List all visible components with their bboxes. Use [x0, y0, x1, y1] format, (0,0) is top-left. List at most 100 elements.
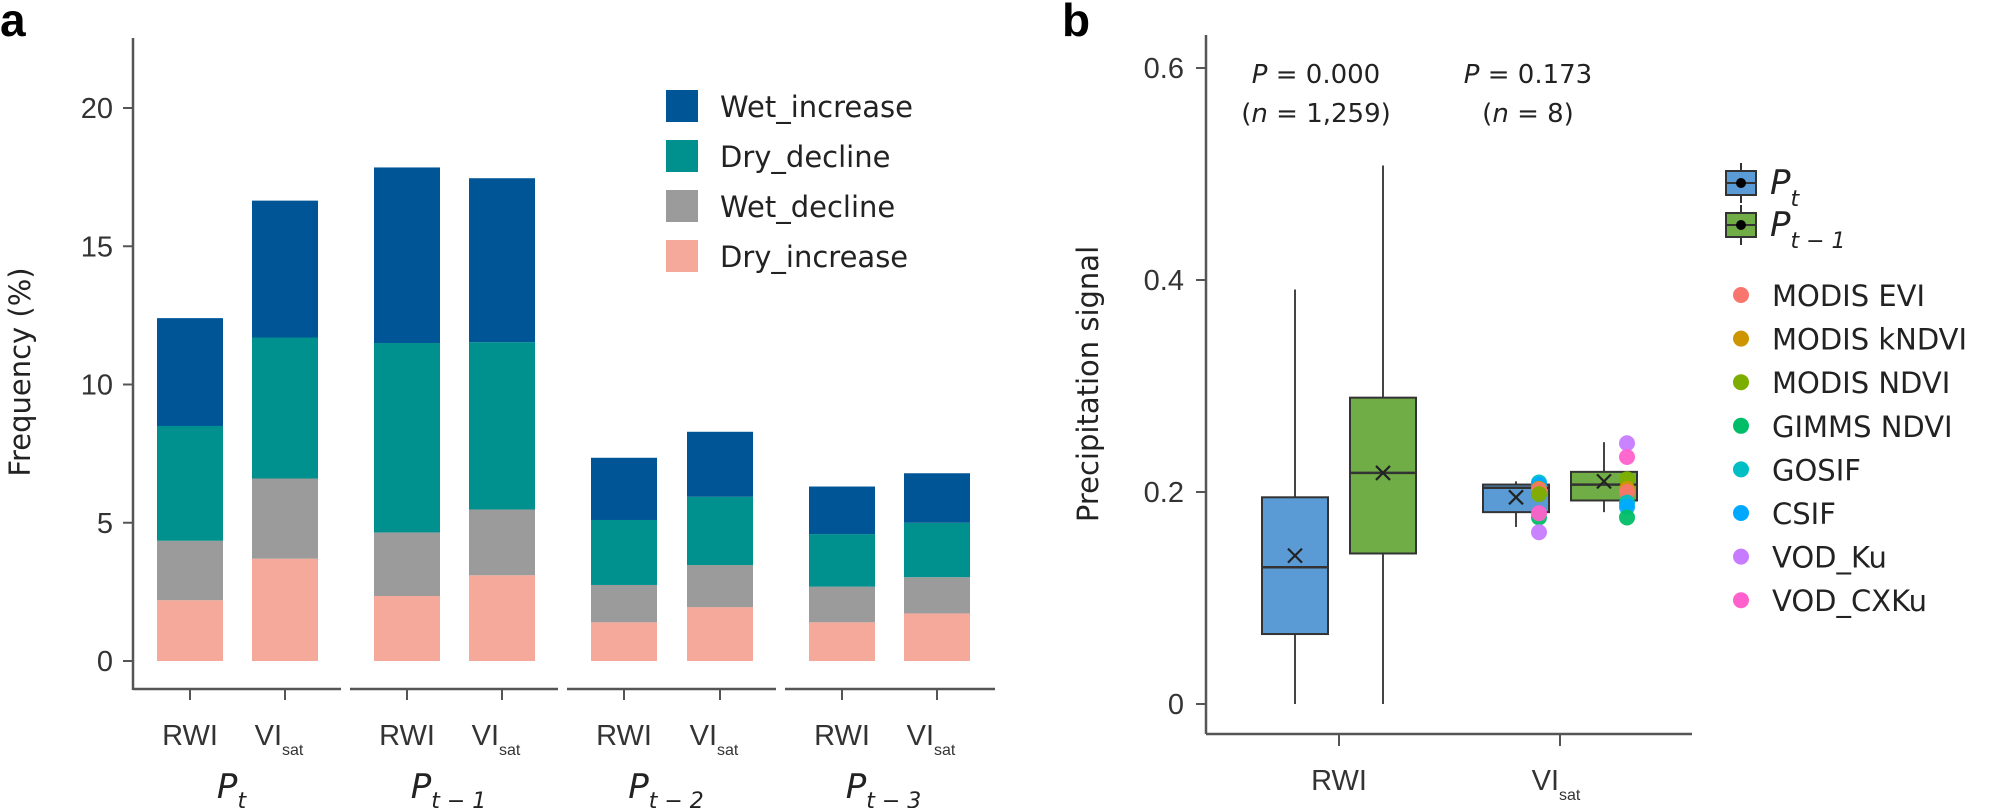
bar-segment-wet-increase [252, 200, 318, 338]
x-tick-label-rwi: RWI [814, 720, 870, 752]
bar-segment-dry-increase [374, 596, 440, 661]
bar-segment-dry-decline [809, 534, 875, 587]
group-label-p0: Pt [217, 767, 248, 808]
bar-segment-wet-decline [687, 565, 753, 608]
legend-label-modis-kndvi: MODIS kNDVI [1772, 323, 1967, 357]
y-axis-title: Precipitation signal [1071, 246, 1105, 522]
group-label-p0-main: P [217, 767, 238, 807]
legend-dot-modis-ndvi [1733, 374, 1749, 391]
bar-segment-dry-increase [157, 600, 223, 661]
x-tick-label-visat-sub: sat [1559, 787, 1581, 804]
panel-label-a: a [0, 0, 26, 46]
legend-dot-vod-cxku [1733, 592, 1749, 609]
bar-segment-dry-decline [687, 496, 753, 566]
y-tick-label-0: 0 [97, 646, 113, 678]
legend-label-vod-cxku: VOD_CXKu [1772, 584, 1927, 618]
panel-b-box-plot: 0 0.2 0.4 0.6 Precipitation signal RWI VIsat P … [1071, 35, 1967, 804]
paren-open: ( [1241, 99, 1251, 129]
box-pt-1-rwi-mean-marker [1375, 465, 1391, 481]
x-tick-label-visat: VIsat [690, 720, 739, 759]
bar-segment-wet-increase [809, 486, 875, 535]
p-value: = 0.173 [1479, 60, 1592, 90]
legend-label-modis-evi: MODIS EVI [1772, 279, 1925, 313]
x-tick-label-visat-main: VI [690, 720, 717, 752]
group-label-p3-main: P [846, 767, 867, 807]
n-value: = 8) [1509, 99, 1574, 129]
box-pt-1-rwi [1349, 396, 1417, 555]
n-symbol: n [1251, 99, 1267, 129]
p-value-annotation: P = 0.000 [1252, 60, 1380, 90]
x-tick-label-visat: VIsat [472, 720, 521, 759]
panel-label-b: b [1062, 0, 1090, 46]
x-tick-label-rwi: RWI [596, 720, 652, 752]
box-pt-rwi [1261, 496, 1329, 636]
legend-swatch-wet-increase [666, 90, 698, 122]
group-label-p1: Pt − 1 [411, 767, 487, 808]
point-vod-ku [1619, 435, 1635, 452]
legend-dot-modis-evi [1733, 287, 1749, 303]
legend-box-label-pt: Pt [1770, 163, 1801, 212]
bar-segment-wet-decline [252, 478, 318, 559]
y-tick-label-15: 15 [81, 231, 113, 263]
x-tick-label-visat-main: VI [472, 720, 499, 752]
point-modis-ndvi [1531, 486, 1547, 503]
x-tick-label-rwi: RWI [379, 720, 435, 752]
bar-segment-dry-decline [591, 519, 657, 585]
bar-segment-dry-increase [904, 613, 970, 661]
x-tick-label-visat: VIsat [1532, 765, 1581, 804]
bar-segment-dry-decline [469, 342, 535, 510]
n-annotation: (n = 8) [1482, 99, 1574, 129]
legend-label-wet-increase: Wet_increase [720, 90, 913, 124]
bar-segment-dry-increase [809, 622, 875, 661]
x-tick-label-visat-sub: sat [282, 742, 304, 759]
bar-segment-wet-increase [591, 457, 657, 520]
bar-segment-dry-decline [374, 343, 440, 533]
bar-segment-wet-increase [157, 318, 223, 426]
group-label-p3: Pt − 3 [846, 767, 922, 808]
bar-segment-dry-decline [904, 522, 970, 578]
bar-segment-dry-decline [157, 425, 223, 541]
y-tick-label: 0.6 [1144, 53, 1184, 85]
x-tick-label-rwi: RWI [1311, 765, 1367, 797]
n-value: = 1,259) [1268, 99, 1391, 129]
legend-box-label-pt-sub: t [1791, 187, 1801, 212]
p-value: = 0.000 [1267, 60, 1380, 90]
legend-box-label-pt-1: Pt − 1 [1770, 205, 1846, 254]
legend-box-label-pt-1-main: P [1770, 205, 1791, 245]
n-annotation: (n = 1,259) [1241, 99, 1391, 129]
bar-segment-wet-increase [904, 473, 970, 523]
group-label-p2: Pt − 2 [628, 767, 704, 808]
x-tick-label-visat-main: VI [1532, 765, 1559, 797]
x-tick-label-visat-sub: sat [717, 742, 739, 759]
bar-segment-wet-increase [687, 431, 753, 497]
legend-label-dry-decline: Dry_decline [720, 140, 890, 174]
legend-swatch-dry-increase [666, 240, 698, 272]
y-tick-label-20: 20 [81, 93, 113, 125]
legend-box-mean-marker [1736, 220, 1746, 230]
legend-box-mean-marker [1736, 178, 1746, 188]
legend-label-csif: CSIF [1772, 497, 1836, 531]
legend-swatch-dry-decline [666, 140, 698, 172]
bar-segment-wet-increase [469, 178, 535, 343]
y-tick-label-10: 10 [81, 370, 113, 402]
box-pt-visat-mean-marker [1508, 489, 1524, 506]
group-label-p2-sub: t − 2 [649, 789, 704, 808]
x-tick-label-rwi: RWI [162, 720, 218, 752]
x-tick-label-visat-sub: sat [499, 742, 521, 759]
x-tick-label-visat: VIsat [255, 720, 304, 759]
legend-dot-csif [1733, 505, 1749, 521]
x-tick-label-visat-main: VI [907, 720, 934, 752]
group-label-p0-sub: t [237, 789, 247, 808]
bar-segment-wet-increase [374, 167, 440, 344]
legend-label-gimms-ndvi: GIMMS NDVI [1772, 410, 1953, 444]
bar-segment-dry-increase [469, 575, 535, 661]
point-vod-cxku [1619, 449, 1635, 466]
p-value-annotation: P = 0.173 [1464, 60, 1592, 90]
point-vod-cxku [1531, 505, 1547, 522]
legend-dot-vod-ku [1733, 548, 1749, 565]
p-symbol: P [1252, 60, 1268, 90]
y-tick-label: 0.4 [1144, 265, 1184, 297]
bar-segment-dry-increase [687, 607, 753, 661]
x-tick-label-visat-sub: sat [934, 742, 956, 759]
